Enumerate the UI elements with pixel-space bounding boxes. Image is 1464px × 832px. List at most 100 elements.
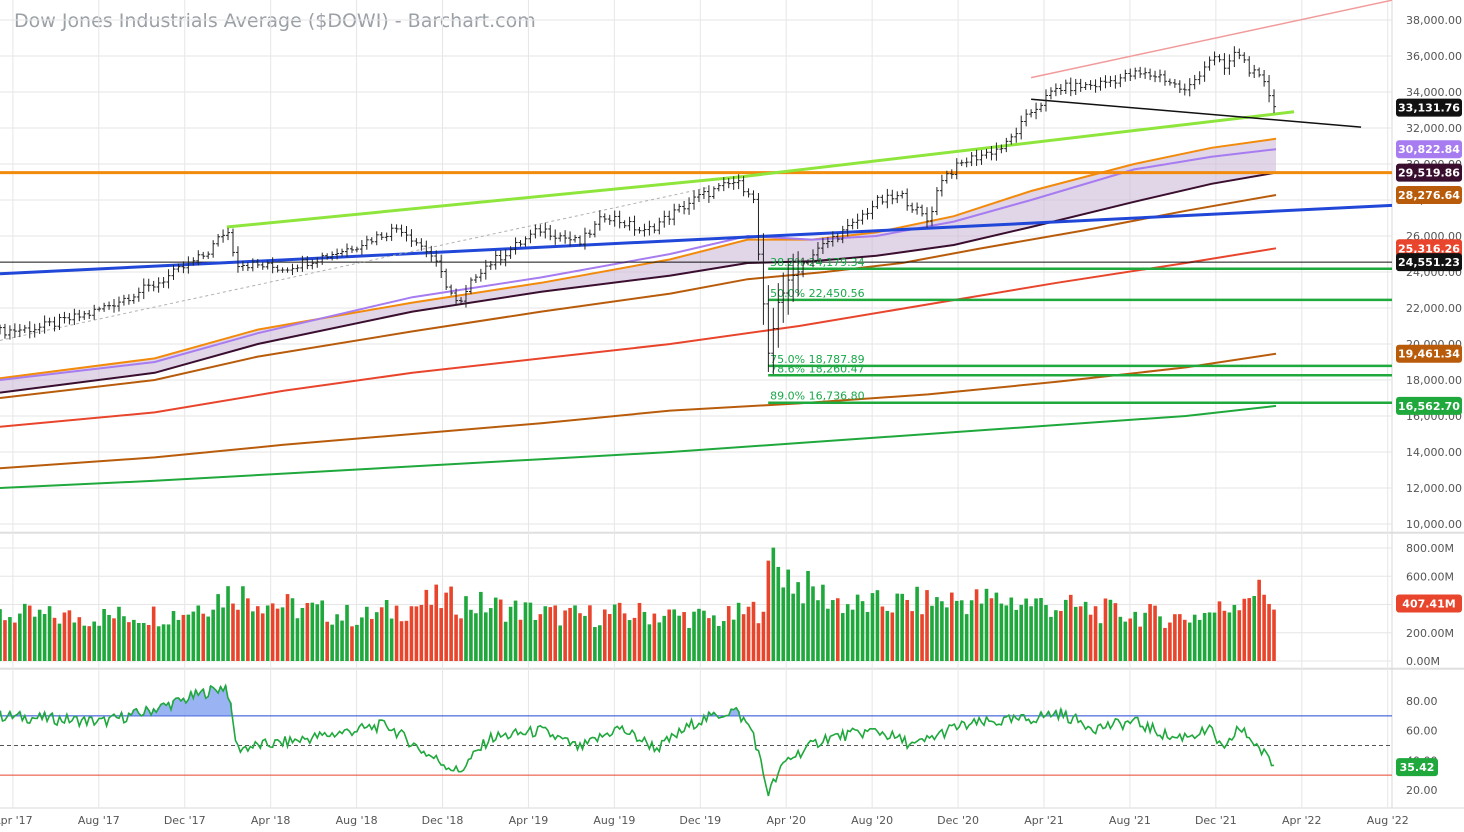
- volume-bar: [18, 613, 22, 661]
- price-value-badge-text: 24,551.23: [1398, 256, 1460, 269]
- price-tick-label: 22,000.00: [1406, 302, 1462, 315]
- volume-bar: [1133, 611, 1138, 661]
- volume-bar: [1187, 622, 1192, 661]
- volume-bar: [627, 620, 632, 661]
- volume-bar: [949, 592, 954, 661]
- x-tick-label: Aug '20: [851, 814, 893, 827]
- x-tick-label: Dec '18: [422, 814, 464, 827]
- volume-bar: [37, 609, 42, 661]
- price-tick-label: 36,000.00: [1406, 50, 1462, 63]
- price-panel: 38.2% 24,179.34 50.0% 22,450.56 75.0% 18,7…: [0, 0, 1393, 489]
- volume-bar: [831, 600, 835, 661]
- volume-bar: [632, 617, 637, 661]
- volume-bar: [964, 614, 969, 661]
- volume-bar: [791, 593, 795, 661]
- volume-bar: [191, 611, 196, 661]
- volume-bar: [379, 607, 384, 661]
- volume-bar: [127, 622, 131, 661]
- volume-bar: [860, 601, 865, 661]
- volume-bar: [518, 619, 523, 661]
- volume-bar: [340, 620, 344, 661]
- volume-bar: [1123, 621, 1128, 661]
- volume-bar: [935, 597, 939, 661]
- volume-bar: [166, 624, 171, 661]
- volume-bar: [880, 606, 885, 661]
- volume-bar: [920, 614, 924, 661]
- volume-panel: [0, 547, 1276, 661]
- volume-bar: [558, 625, 562, 661]
- volume-bar: [97, 625, 101, 661]
- volume-bar: [588, 605, 592, 661]
- volume-bar: [1237, 610, 1242, 661]
- volume-bar: [330, 624, 334, 661]
- volume-bar: [840, 613, 845, 661]
- moving-average-line-1: [0, 137, 1277, 380]
- volume-bar: [454, 614, 458, 661]
- volume-bar: [1207, 612, 1212, 661]
- volume-tick-label: 0.00M: [1406, 655, 1440, 668]
- volume-bar: [464, 596, 468, 661]
- volume-bar: [305, 602, 310, 661]
- volume-bar: [241, 586, 245, 661]
- volume-bar: [414, 606, 419, 661]
- volume-bar: [389, 618, 394, 661]
- volume-bar: [647, 624, 652, 661]
- volume-bar: [548, 607, 553, 661]
- volume-bar: [1088, 614, 1093, 661]
- volume-bar: [82, 625, 87, 661]
- volume-bar: [137, 623, 141, 661]
- price-tick-label: 18,000.00: [1406, 374, 1462, 387]
- volume-bar: [1108, 599, 1113, 661]
- volume-bar: [816, 600, 820, 661]
- x-tick-label: Apr '21: [1024, 814, 1064, 827]
- volume-bar: [251, 611, 255, 661]
- volume-bar: [563, 610, 567, 661]
- volume-bar: [637, 602, 642, 661]
- volume-bar: [369, 618, 374, 661]
- volume-bar: [47, 606, 52, 661]
- x-tick-label: Apr '20: [766, 814, 806, 827]
- volume-bar: [216, 594, 220, 661]
- volume-bar: [146, 624, 151, 661]
- volume-bar: [885, 610, 890, 661]
- volume-bar: [1222, 610, 1227, 661]
- volume-bar: [622, 613, 627, 661]
- volume-bar: [721, 621, 726, 661]
- volume-bar: [612, 604, 617, 661]
- rsi-tick-label: 80.00: [1406, 695, 1438, 708]
- volume-bar: [1019, 604, 1023, 661]
- volume-bar: [1093, 606, 1098, 661]
- volume-bar: [801, 603, 805, 661]
- volume-bar: [132, 619, 136, 661]
- volume-bar: [1252, 595, 1256, 661]
- volume-bar: [280, 607, 285, 661]
- volume-bar: [122, 616, 126, 661]
- trendline: [0, 203, 1393, 276]
- volume-tick-label: 200.00M: [1406, 627, 1454, 640]
- volume-bar: [776, 566, 781, 661]
- price-tick-label: 12,000.00: [1406, 482, 1462, 495]
- volume-bar: [459, 618, 463, 661]
- volume-bar: [439, 608, 443, 661]
- volume-bar: [226, 586, 230, 661]
- volume-bar: [404, 620, 409, 661]
- volume-bar: [910, 611, 914, 661]
- volume-bar: [270, 603, 275, 661]
- moving-average-line-6: [0, 352, 1277, 470]
- volume-bar: [999, 603, 1004, 661]
- volume-value-badge-text: 407.41M: [1402, 597, 1455, 610]
- fib-level-label: 78.6% 18,260.47: [770, 362, 864, 375]
- volume-bar: [1267, 603, 1271, 661]
- volume-bar: [1083, 601, 1088, 661]
- fib-level-label: 89.0% 16,736.80: [770, 390, 864, 403]
- volume-bar: [969, 600, 974, 661]
- volume-bar: [186, 614, 191, 661]
- volume-bar: [434, 584, 439, 661]
- volume-bar: [1168, 622, 1172, 661]
- volume-bar: [255, 606, 260, 661]
- volume-bar: [751, 601, 756, 661]
- volume-bar: [974, 589, 979, 661]
- volume-bar: [62, 612, 67, 661]
- volume-bar: [811, 586, 815, 661]
